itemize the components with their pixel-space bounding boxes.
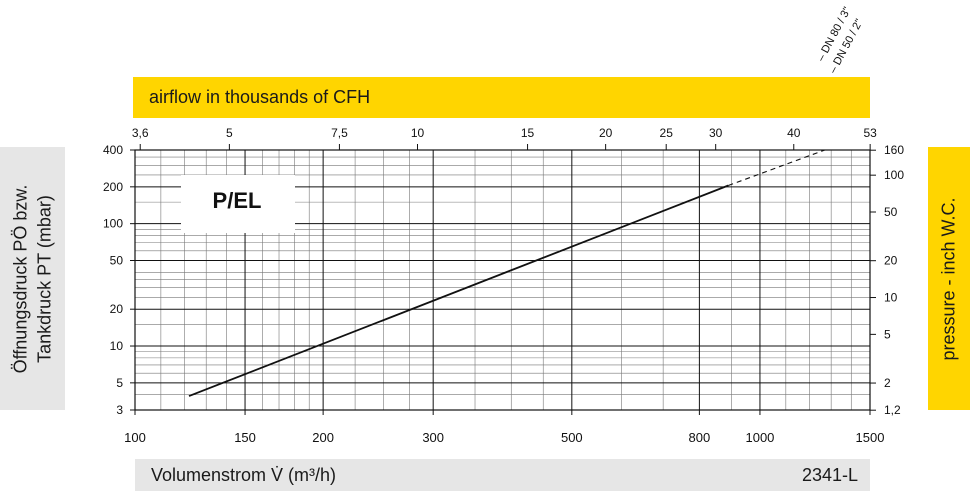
y-tick-label: 10: [110, 339, 124, 353]
left-axis-banner: Öffnungsdruck PÖ bzw. Tankdruck PT (mbar…: [0, 147, 65, 410]
top-tick-label: 5: [226, 126, 233, 140]
chart-code: 2341-L: [801, 464, 858, 485]
top-tick-label: 25: [660, 126, 674, 140]
curve-extension-dashed: [728, 149, 826, 187]
y-tick-label: 20: [110, 302, 124, 316]
curve-line-p-el: [188, 184, 729, 397]
top-tick-label: 15: [521, 126, 535, 140]
x-tick-label: 100: [124, 430, 146, 445]
top-tick-label: 3,6: [132, 126, 149, 140]
right-tick-label: 100: [884, 168, 904, 182]
top-tick-label: 7,5: [331, 126, 348, 140]
x-tick-label: 1500: [856, 430, 885, 445]
y-tick-label: 5: [116, 376, 123, 390]
bottom-axis-label: Volumenstrom V̇ (m³/h): [151, 464, 337, 485]
top-tick-label: 10: [411, 126, 425, 140]
bottom-axis-banner: Volumenstrom V̇ (m³/h) 2341-L: [135, 459, 870, 491]
right-tick-label: 5: [884, 327, 891, 341]
right-tick-label: 20: [884, 254, 898, 268]
curve-label-panel: [181, 175, 295, 233]
x-tick-label: 300: [422, 430, 444, 445]
right-tick-label: 50: [884, 205, 898, 219]
right-tick-label: 1,2: [884, 403, 901, 417]
right-tick-label: 160: [884, 143, 904, 157]
y-tick-label: 400: [103, 143, 123, 157]
x-tick-label: 1000: [745, 430, 774, 445]
top-tick-label: 40: [787, 126, 801, 140]
top-axis-banner: airflow in thousands of CFH: [133, 77, 870, 118]
top-tick-label: 53: [863, 126, 877, 140]
x-tick-label: 200: [312, 430, 334, 445]
top-tick-label: 30: [709, 126, 723, 140]
plot-frame: [134, 149, 871, 411]
top-tick-label: 20: [599, 126, 613, 140]
y-tick-label: 100: [103, 217, 123, 231]
right-tick-label: 2: [884, 376, 891, 390]
curve-label: P/EL: [213, 188, 262, 213]
right-tick-label: 10: [884, 291, 898, 305]
y-tick-label: 3: [116, 403, 123, 417]
x-tick-label: 500: [561, 430, 583, 445]
x-tick-label: 800: [689, 430, 711, 445]
y-tick-label: 50: [110, 253, 124, 267]
x-tick-label: 150: [234, 430, 256, 445]
y-tick-label: 200: [103, 180, 123, 194]
top-axis-label: airflow in thousands of CFH: [149, 87, 371, 107]
right-axis-banner: pressure - inch W.C.: [928, 147, 970, 410]
